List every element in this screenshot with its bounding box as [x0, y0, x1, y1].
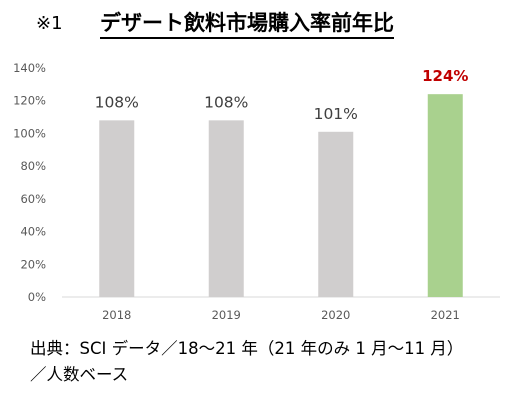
bars — [99, 94, 463, 297]
data-label-2020: 101% — [314, 105, 358, 123]
bar-2018 — [99, 120, 135, 297]
x-tick-label: 2021 — [431, 308, 460, 322]
source-line-1: 出典：SCI データ／18～21 年（21 年のみ 1 月～11 月） — [30, 339, 464, 358]
footnote-mark: ※1 — [36, 13, 63, 34]
data-labels: 108% 108% 101% 124% — [95, 67, 469, 123]
y-axis: 0% 20% 40% 60% 80% 100% 120% 140% — [13, 61, 46, 304]
data-label-2021: 124% — [422, 67, 468, 85]
y-tick-label: 0% — [28, 290, 46, 304]
bar-chart: 0%20%40%60%80%100%120%140% 108% 108%101%1… — [13, 61, 500, 322]
x-tick-label: 2020 — [321, 308, 350, 322]
y-tick-label: 60% — [20, 192, 46, 206]
bar-2021 — [427, 94, 463, 297]
chart-title: デザート飲料市場購入率前年比 — [100, 10, 394, 39]
x-tick-label: 2018 — [102, 308, 131, 322]
source-line-2: ／人数ベース — [30, 365, 129, 384]
y-tick-label: 140% — [13, 61, 46, 75]
y-tick-label: 20% — [20, 257, 46, 271]
y-tick-label: 120% — [13, 94, 46, 108]
x-tick-label: 2019 — [212, 308, 241, 322]
x-axis: 2018 2019 2020 2021 — [102, 308, 460, 322]
y-tick-label: 40% — [20, 225, 46, 239]
bar-2019 — [208, 120, 244, 297]
y-tick-label: 80% — [20, 159, 46, 173]
chart-header: ※1 デザート飲料市場購入率前年比 — [0, 0, 520, 46]
data-label-2019: 108% — [204, 93, 248, 111]
source-note: 出典：SCI データ／18～21 年（21 年のみ 1 月～11 月） ／人数ベ… — [30, 336, 510, 388]
y-tick-label: 100% — [13, 126, 46, 140]
data-label-2018: 108% — [95, 93, 139, 111]
bar-2020 — [318, 131, 354, 297]
